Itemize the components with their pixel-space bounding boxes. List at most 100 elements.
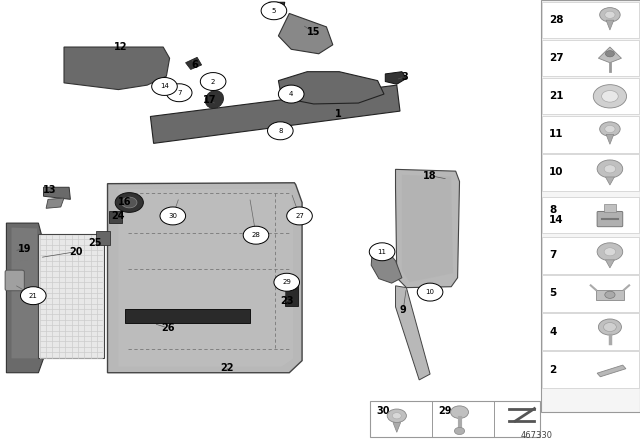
Ellipse shape: [274, 128, 290, 137]
Polygon shape: [606, 134, 614, 144]
Circle shape: [605, 125, 615, 133]
Text: 26: 26: [161, 323, 175, 333]
Text: 29: 29: [282, 279, 291, 285]
Polygon shape: [278, 72, 384, 104]
Polygon shape: [64, 47, 170, 90]
Text: 10: 10: [426, 289, 435, 295]
Circle shape: [200, 73, 226, 90]
Bar: [125, 309, 250, 323]
Polygon shape: [597, 365, 626, 377]
Circle shape: [243, 226, 269, 244]
Circle shape: [605, 51, 614, 57]
Text: 27: 27: [549, 53, 564, 63]
Bar: [542, 197, 639, 233]
Circle shape: [261, 2, 287, 20]
Polygon shape: [396, 286, 430, 380]
Circle shape: [605, 291, 615, 298]
Text: 9: 9: [400, 305, 406, 315]
Bar: [596, 290, 624, 300]
Circle shape: [597, 243, 623, 261]
Polygon shape: [605, 177, 614, 185]
Polygon shape: [393, 422, 401, 432]
Circle shape: [268, 122, 293, 140]
Text: 22: 22: [220, 363, 234, 373]
Text: 11: 11: [378, 249, 387, 255]
Polygon shape: [150, 85, 400, 143]
Bar: [542, 78, 639, 114]
Circle shape: [278, 85, 304, 103]
Text: 11: 11: [549, 129, 564, 139]
Polygon shape: [371, 246, 402, 283]
Polygon shape: [118, 189, 293, 366]
Polygon shape: [12, 228, 38, 358]
Polygon shape: [6, 223, 44, 373]
Polygon shape: [402, 175, 453, 282]
Circle shape: [417, 283, 443, 301]
Text: 2: 2: [211, 78, 215, 85]
Polygon shape: [268, 2, 285, 18]
Bar: [38, 234, 104, 358]
Text: 25: 25: [88, 238, 102, 248]
Text: 7: 7: [549, 250, 557, 260]
Text: 4: 4: [289, 91, 293, 97]
Circle shape: [597, 160, 623, 178]
Text: 2: 2: [549, 365, 556, 375]
Text: 23: 23: [280, 296, 294, 306]
Polygon shape: [606, 20, 614, 30]
FancyBboxPatch shape: [597, 211, 623, 227]
Text: 27: 27: [295, 213, 304, 219]
Text: 15: 15: [307, 27, 321, 37]
Circle shape: [604, 248, 616, 256]
Bar: [542, 237, 639, 273]
Ellipse shape: [158, 83, 172, 91]
Circle shape: [115, 193, 143, 212]
Text: 20: 20: [68, 247, 83, 257]
Text: 28: 28: [549, 15, 564, 25]
Text: 19: 19: [17, 244, 31, 254]
Polygon shape: [46, 198, 64, 208]
Circle shape: [122, 197, 137, 208]
Text: 5: 5: [549, 289, 556, 298]
Polygon shape: [108, 183, 302, 373]
Bar: [285, 278, 298, 306]
Bar: [541, 0, 640, 412]
Ellipse shape: [285, 91, 299, 99]
Bar: [109, 211, 122, 223]
Text: 24: 24: [111, 211, 125, 221]
Bar: [370, 401, 540, 437]
Polygon shape: [44, 187, 70, 199]
Circle shape: [604, 323, 616, 332]
Circle shape: [600, 8, 620, 22]
Circle shape: [152, 78, 177, 95]
Ellipse shape: [207, 78, 221, 86]
Circle shape: [166, 84, 192, 102]
Circle shape: [451, 406, 468, 418]
Text: 21: 21: [549, 91, 564, 101]
Circle shape: [593, 85, 627, 108]
Bar: [542, 2, 639, 39]
Polygon shape: [396, 169, 460, 288]
Text: 467330: 467330: [520, 431, 552, 440]
Polygon shape: [186, 57, 202, 69]
Polygon shape: [598, 47, 621, 63]
Bar: [542, 116, 639, 152]
Circle shape: [392, 413, 401, 419]
Ellipse shape: [205, 90, 223, 108]
Text: 1: 1: [335, 109, 341, 119]
Circle shape: [387, 409, 406, 422]
Bar: [604, 204, 616, 212]
Text: 21: 21: [29, 293, 38, 299]
Text: 28: 28: [252, 232, 260, 238]
Bar: [542, 351, 639, 388]
Text: 8
14: 8 14: [549, 205, 564, 225]
Circle shape: [20, 287, 46, 305]
Circle shape: [274, 273, 300, 291]
Bar: [542, 154, 639, 191]
Circle shape: [287, 207, 312, 225]
Circle shape: [602, 90, 618, 102]
Text: 3: 3: [401, 72, 408, 82]
Text: 5: 5: [272, 8, 276, 14]
Bar: [542, 314, 639, 349]
Text: 14: 14: [160, 83, 169, 90]
Text: 7: 7: [177, 90, 182, 96]
